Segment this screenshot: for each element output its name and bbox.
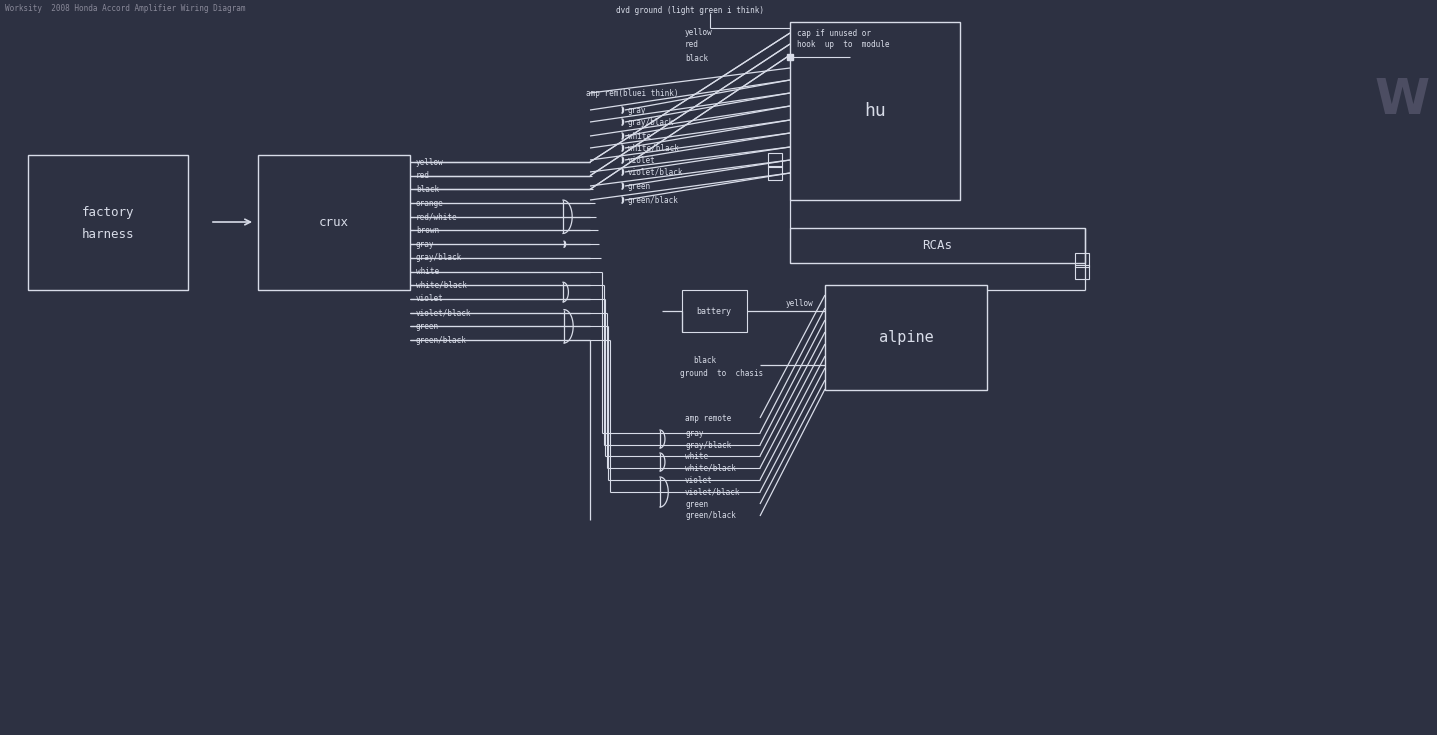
Text: brown: brown bbox=[415, 226, 440, 235]
Text: yellow: yellow bbox=[786, 298, 813, 307]
Text: gray/black: gray/black bbox=[685, 440, 731, 450]
Text: alpine: alpine bbox=[878, 329, 934, 345]
Bar bbox=[1075, 253, 1089, 267]
Text: violet: violet bbox=[628, 156, 655, 165]
Text: black: black bbox=[415, 185, 440, 194]
Bar bbox=[683, 290, 747, 332]
Text: hook  up  to  module: hook up to module bbox=[798, 40, 890, 49]
Text: green: green bbox=[415, 322, 440, 331]
Text: violet: violet bbox=[685, 476, 713, 484]
Bar bbox=[790, 228, 1085, 263]
Text: white/black: white/black bbox=[628, 143, 678, 152]
Bar bbox=[259, 155, 410, 290]
Bar bbox=[27, 155, 188, 290]
Text: RCAs: RCAs bbox=[923, 238, 951, 251]
Text: crux: crux bbox=[319, 215, 349, 229]
Text: gray/black: gray/black bbox=[628, 118, 674, 126]
Text: gray: gray bbox=[685, 429, 704, 437]
Text: W: W bbox=[1375, 76, 1430, 124]
Bar bbox=[767, 153, 782, 167]
Text: white/black: white/black bbox=[685, 464, 736, 473]
Text: harness: harness bbox=[82, 228, 134, 240]
Text: violet/black: violet/black bbox=[628, 168, 684, 176]
Text: gray: gray bbox=[415, 240, 434, 248]
Bar bbox=[767, 166, 782, 180]
Text: ground  to  chasis: ground to chasis bbox=[680, 368, 763, 378]
Text: factory: factory bbox=[82, 206, 134, 218]
Text: Worksity  2008 Honda Accord Amplifier Wiring Diagram: Worksity 2008 Honda Accord Amplifier Wir… bbox=[4, 4, 246, 12]
Text: orange: orange bbox=[415, 198, 444, 207]
Text: yellow: yellow bbox=[685, 27, 713, 37]
Text: red/white: red/white bbox=[415, 212, 457, 221]
Text: gray: gray bbox=[628, 106, 647, 115]
Text: red: red bbox=[415, 171, 430, 180]
Text: white: white bbox=[685, 451, 708, 461]
Text: violet/black: violet/black bbox=[415, 308, 471, 317]
Text: cap if unused or: cap if unused or bbox=[798, 29, 871, 37]
Bar bbox=[1075, 265, 1089, 279]
Text: black: black bbox=[693, 356, 716, 365]
Bar bbox=[825, 285, 987, 390]
Text: green/black: green/black bbox=[628, 196, 678, 204]
Text: battery: battery bbox=[697, 306, 731, 315]
Text: violet: violet bbox=[415, 295, 444, 304]
Text: green/black: green/black bbox=[415, 335, 467, 345]
Text: dvd ground (light green i think): dvd ground (light green i think) bbox=[616, 5, 764, 15]
Text: black: black bbox=[685, 54, 708, 62]
Text: green/black: green/black bbox=[685, 512, 736, 520]
Text: white: white bbox=[628, 132, 651, 140]
Text: green: green bbox=[628, 182, 651, 190]
Text: yellow: yellow bbox=[415, 157, 444, 167]
Bar bbox=[790, 22, 960, 200]
Text: green: green bbox=[685, 500, 708, 509]
Text: white/black: white/black bbox=[415, 281, 467, 290]
Text: gray/black: gray/black bbox=[415, 254, 463, 262]
Text: hu: hu bbox=[864, 102, 885, 120]
Text: amp remote: amp remote bbox=[685, 414, 731, 423]
Text: amp rem(bluei think): amp rem(bluei think) bbox=[586, 88, 678, 98]
Text: red: red bbox=[685, 40, 698, 49]
Text: white: white bbox=[415, 267, 440, 276]
Text: violet/black: violet/black bbox=[685, 487, 740, 497]
